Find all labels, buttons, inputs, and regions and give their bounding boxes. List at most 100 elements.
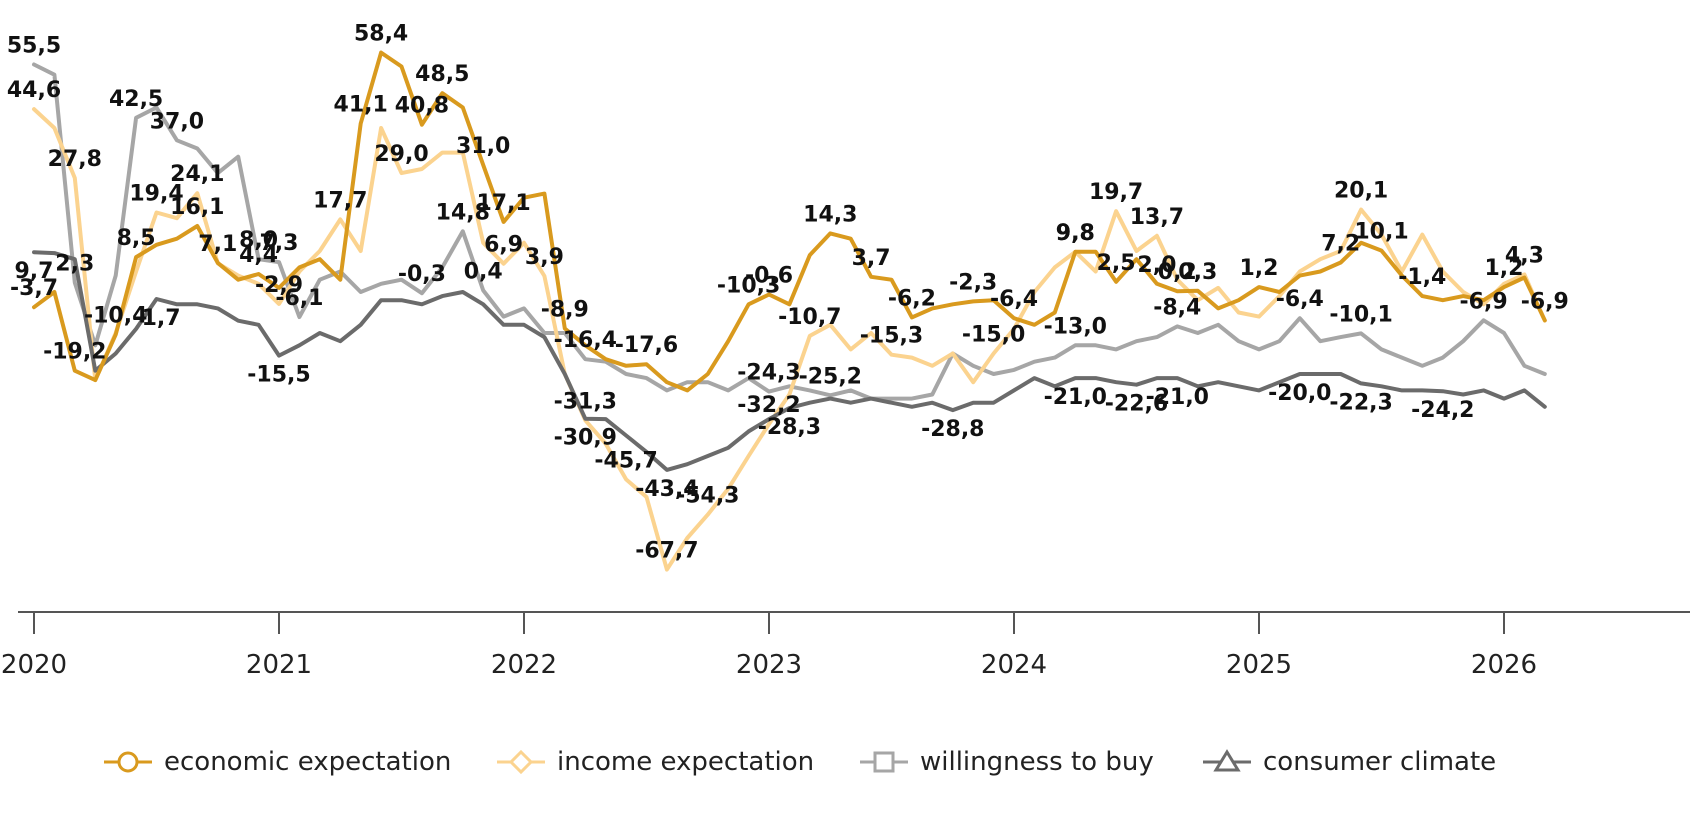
data-label-income-expectation-41: -54,3: [676, 484, 739, 509]
data-label-consumer-climate-55: -28,3: [758, 415, 821, 440]
x-tick-label-2021: 2021: [246, 650, 312, 680]
data-label-economic-expectation-75: 10,1: [1354, 220, 1408, 245]
data-label-consumer-climate-77: -20,0: [1268, 381, 1331, 406]
data-label-income-expectation-1: 44,6: [7, 78, 61, 103]
x-tick-label-2020: 2020: [1, 650, 67, 680]
data-labels: 55,5 44,6 27,8 9,7 2,3-3,7 -10,4 -19,2 42,537,0…: [7, 22, 1569, 564]
x-tick-label-2025: 2025: [1226, 650, 1292, 680]
x-tick-label-2024: 2024: [981, 650, 1047, 680]
data-label-income-expectation-27: 29,0: [374, 142, 428, 167]
data-label-consumer-climate-16: -1,7: [132, 306, 180, 331]
data-label-economic-expectation-79: -1,4: [1398, 265, 1446, 290]
legend-marker-circle-icon: [117, 751, 139, 773]
data-label-economic-expectation-47: -10,3: [717, 273, 780, 298]
data-label-income-expectation-42: -67,7: [635, 539, 698, 564]
data-label-economic-expectation-53: -2,3: [949, 270, 997, 295]
data-label-economic-expectation-25: 40,8: [395, 94, 449, 119]
data-label-economic-expectation-65: 0,2: [1158, 260, 1197, 285]
data-label-willingness-to-buy-8: 42,5: [109, 87, 163, 112]
legend-label-willingness-to-buy: willingness to buy: [920, 747, 1154, 777]
data-label-willingness-to-buy-29: 14,8: [436, 200, 490, 225]
data-label-economic-expectation-46: 3,7: [852, 246, 891, 271]
data-label-economic-expectation-28: 31,0: [456, 134, 510, 159]
legend-label-economic-expectation: economic expectation: [164, 747, 451, 777]
data-label-willingness-to-buy-19: 8,0: [239, 228, 278, 253]
data-label-income-expectation-34: 3,9: [525, 245, 564, 270]
x-tick-label-2026: 2026: [1471, 650, 1537, 680]
data-label-willingness-to-buy-49: -24,3: [737, 361, 800, 386]
data-label-willingness-to-buy-30: -0,3: [398, 262, 446, 287]
data-label-income-expectation-54: -15,3: [860, 324, 923, 349]
data-label-willingness-to-buy-4: 2,3: [55, 252, 94, 277]
legend-label-income-expectation: income expectation: [557, 747, 814, 777]
legend-item-economic-expectation: economic expectation: [104, 747, 451, 777]
legend-marker-triangle-icon: [1213, 749, 1241, 772]
data-label-consumer-climate-72: -22,6: [1105, 392, 1168, 417]
data-label-economic-expectation-52: -6,2: [888, 286, 936, 311]
legend: economic expectation income expectation wi…: [104, 747, 1496, 777]
series-line-consumer-climate: [32, 250, 1547, 472]
data-label-willingness-to-buy-51: -25,2: [799, 364, 862, 389]
data-label-economic-expectation-44: -0,6: [745, 264, 793, 289]
data-label-economic-expectation-14: 7,1: [198, 232, 237, 257]
data-label-income-expectation-40: -45,7: [594, 448, 657, 473]
data-label-income-expectation-57: -15,0: [962, 323, 1025, 348]
series-lines: [32, 50, 1547, 572]
x-tick-label-2023: 2023: [736, 650, 802, 680]
data-label-economic-expectation-62: 2,5: [1097, 251, 1136, 276]
data-label-economic-expectation-35: -8,9: [541, 298, 589, 323]
data-label-willingness-to-buy-36: -16,4: [554, 328, 617, 353]
x-axis: 2020 2021 2022 2023 2024 2025 2026: [1, 611, 1690, 680]
data-label-economic-expectation-26: 48,5: [415, 62, 469, 87]
data-label-consumer-climate-80: -22,3: [1329, 390, 1392, 415]
data-label-consumer-climate-58: -28,8: [921, 417, 984, 442]
data-label-economic-expectation-6: -10,4: [84, 304, 147, 329]
legend-marker-diamond-icon: [508, 749, 534, 775]
data-label-consumer-climate-43: -43,4: [635, 477, 698, 502]
legend-item-consumer-climate: consumer climate: [1203, 747, 1496, 777]
data-label-consumer-climate-68: -21,0: [1044, 385, 1107, 410]
data-label-willingness-to-buy-70: -8,4: [1153, 295, 1201, 320]
data-label-economic-expectation-37: -17,6: [615, 333, 678, 358]
data-label-income-expectation-17: -2,9: [255, 273, 303, 298]
legend-label-consumer-climate: consumer climate: [1263, 747, 1496, 777]
data-label-consumer-climate-85: -24,2: [1411, 398, 1474, 423]
data-label-economic-expectation-12: 16,1: [170, 195, 224, 220]
x-tick-label-2022: 2022: [491, 650, 557, 680]
data-label-consumer-climate-18: -15,5: [247, 363, 310, 388]
data-label-economic-expectation-60: 9,8: [1056, 221, 1095, 246]
data-label-economic-expectation-5: -3,7: [10, 276, 58, 301]
data-label-economic-expectation-84: -6,9: [1521, 289, 1569, 314]
data-label-income-expectation-59: 19,7: [1089, 180, 1143, 205]
data-label-willingness-to-buy-76: -6,4: [1276, 287, 1324, 312]
data-label-economic-expectation-73: 7,2: [1321, 232, 1360, 257]
data-label-economic-expectation-63: 2,0: [1137, 253, 1176, 278]
data-label-income-expectation-82: 4,3: [1505, 243, 1544, 268]
legend-item-willingness-to-buy: willingness to buy: [860, 747, 1154, 777]
data-label-willingness-to-buy-67: -13,0: [1044, 314, 1107, 339]
data-label-economic-expectation-56: -6,4: [990, 287, 1038, 312]
data-label-income-expectation-10: 19,4: [129, 182, 183, 207]
data-label-willingness-to-buy-9: 37,0: [150, 109, 204, 134]
data-label-economic-expectation-15: 4,4: [239, 243, 278, 268]
data-label-income-expectation-38: -31,3: [554, 389, 617, 414]
data-label-willingness-to-buy-22: -6,1: [275, 286, 323, 311]
data-label-income-expectation-74: 20,1: [1334, 179, 1388, 204]
data-label-economic-expectation-24: 41,1: [334, 93, 388, 118]
data-label-income-expectation-21: 17,7: [313, 188, 367, 213]
data-label-economic-expectation-71: 1,2: [1240, 256, 1279, 281]
data-label-income-expectation-48: -10,7: [778, 305, 841, 330]
data-label-income-expectation-11: 24,1: [170, 162, 224, 187]
legend-item-income-expectation: income expectation: [497, 747, 814, 777]
data-label-consumer-climate-69: -21,0: [1146, 385, 1209, 410]
data-label-economic-expectation-32: 17,1: [476, 191, 530, 216]
data-label-willingness-to-buy-20: 7,3: [260, 231, 299, 256]
series-line-economic-expectation: [32, 50, 1547, 393]
data-label-willingness-to-buy-0: 55,5: [7, 34, 61, 59]
data-label-consumer-climate-3: 9,7: [15, 259, 54, 284]
data-label-consumer-climate-39: -30,9: [554, 426, 617, 451]
data-label-economic-expectation-81: 1,2: [1485, 256, 1524, 281]
data-label-willingness-to-buy-78: -10,1: [1329, 302, 1392, 327]
data-label-income-expectation-2: 27,8: [48, 147, 102, 172]
